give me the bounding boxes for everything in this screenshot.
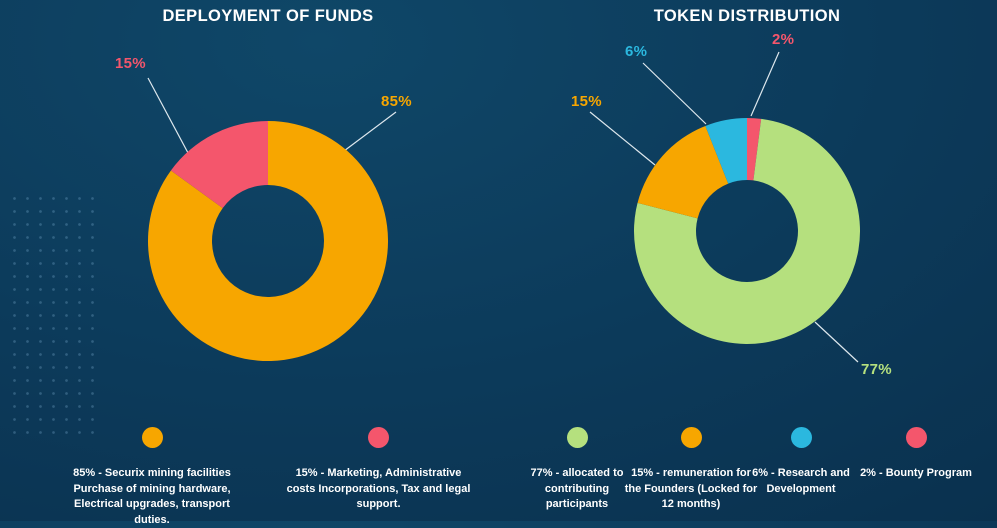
pie-slice xyxy=(747,118,762,181)
callout-line-token-2 xyxy=(750,51,780,117)
donut-chart-token-distribution xyxy=(634,118,860,344)
callout-line-deployment-85 xyxy=(343,111,397,152)
legend-text: 15% - remuneration for the Founders (Loc… xyxy=(624,467,758,511)
legend-dot-green xyxy=(566,427,588,448)
legend-item-deployment-15: 15% - Marketing, Administrative costs In… xyxy=(286,427,471,513)
donut-chart-deployment-of-funds xyxy=(148,121,388,361)
callout-line-token-15 xyxy=(589,111,656,166)
callout-line-deployment-15 xyxy=(147,77,196,167)
legend-item-token-77: 77% - allocated to contributing particip… xyxy=(517,427,637,513)
legend-text: 85% - Securix mining facilities Purchase… xyxy=(73,467,231,526)
legend-dot-pink xyxy=(368,427,389,448)
callout-label-deployment-85: 85% xyxy=(381,93,412,110)
callout-label-token-2: 2% xyxy=(772,31,795,48)
legend-text: 15% - Marketing, Administrative costs In… xyxy=(286,467,471,511)
legend-dot-orange xyxy=(141,427,163,448)
callout-line-token-77 xyxy=(814,321,859,363)
legend-dot-cyan xyxy=(790,427,812,448)
pie-slice xyxy=(148,121,388,361)
callout-label-token-77: 77% xyxy=(861,361,892,378)
legend-dot-pink xyxy=(905,427,927,448)
legend-text: 6% - Research and Development xyxy=(752,467,850,495)
chart-title-deployment-of-funds: DEPLOYMENT OF FUNDS xyxy=(162,7,374,25)
callout-label-deployment-15: 15% xyxy=(115,55,146,72)
callout-line-token-6 xyxy=(642,62,707,125)
legend-dot-orange xyxy=(680,427,702,448)
chart-title-token-distribution: TOKEN DISTRIBUTION xyxy=(653,7,841,25)
legend-item-token-15: 15% - remuneration for the Founders (Loc… xyxy=(624,427,758,513)
callout-label-token-6: 6% xyxy=(625,43,648,60)
legend-text: 77% - allocated to contributing particip… xyxy=(530,467,624,511)
callout-label-token-15: 15% xyxy=(571,93,602,110)
legend-text: 2% - Bounty Program xyxy=(860,467,972,479)
pie-slice xyxy=(170,121,268,209)
pie-slice xyxy=(637,125,729,219)
pie-slice xyxy=(634,118,860,344)
legend-item-token-6: 6% - Research and Development xyxy=(733,427,869,497)
legend-item-deployment-85: 85% - Securix mining facilities Purchase… xyxy=(62,427,242,528)
legend-item-token-2: 2% - Bounty Program xyxy=(859,427,973,482)
pie-slice xyxy=(705,118,747,184)
